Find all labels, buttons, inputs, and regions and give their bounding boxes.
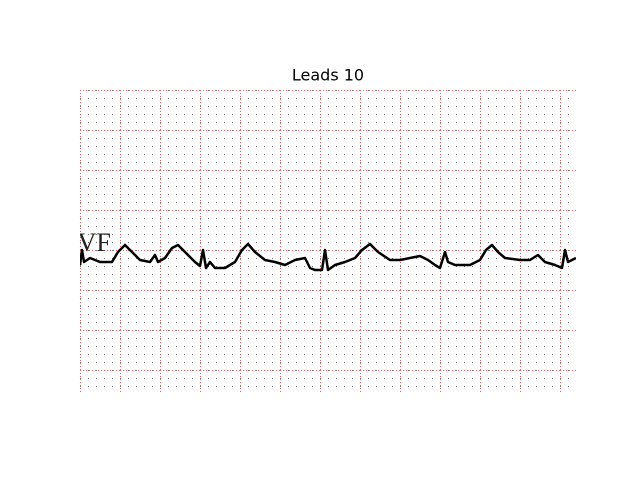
chart-title: Leads 10 [292, 66, 364, 85]
ecg-image: aVF [66, 90, 576, 394]
lead-label: aVF [66, 228, 111, 257]
ecg-trace [80, 242, 576, 272]
